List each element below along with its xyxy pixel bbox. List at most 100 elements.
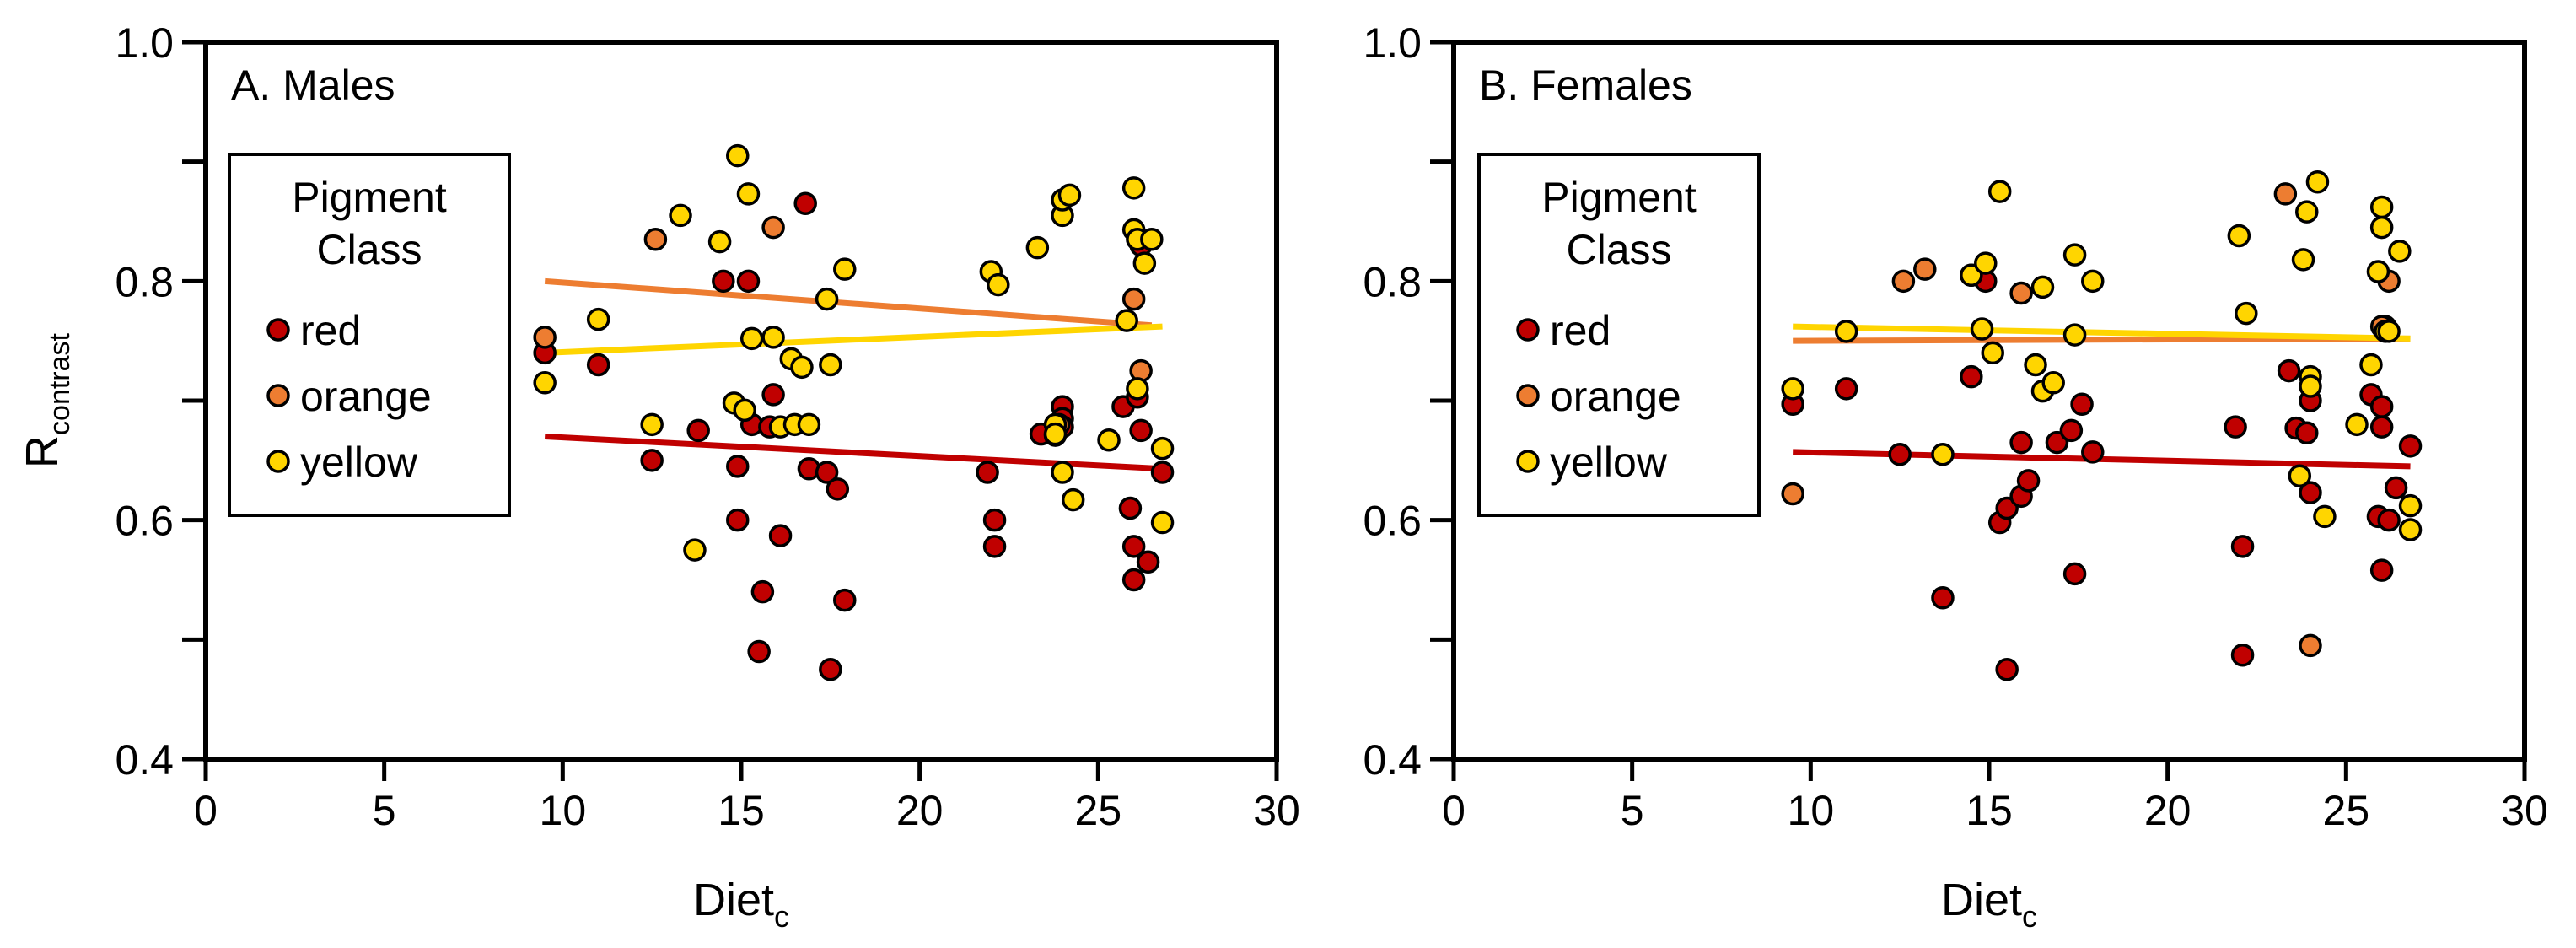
y-tick-label: 1.0 bbox=[115, 19, 174, 67]
data-point-yellow bbox=[2062, 323, 2087, 347]
data-point-red bbox=[586, 353, 610, 377]
trend-line-yellow bbox=[545, 323, 1163, 356]
data-point-yellow bbox=[833, 257, 857, 281]
data-point-red bbox=[833, 588, 857, 612]
x-tick-label: 20 bbox=[2144, 787, 2191, 834]
data-point-red bbox=[2062, 562, 2087, 586]
legend-marker-yellow bbox=[1516, 450, 1540, 473]
data-point-red bbox=[2277, 358, 2301, 383]
data-point-yellow bbox=[2377, 320, 2401, 343]
data-point-yellow bbox=[1051, 461, 1074, 484]
data-point-orange bbox=[761, 215, 785, 240]
data-point-red bbox=[2377, 508, 2401, 532]
data-point-red bbox=[2299, 481, 2322, 504]
data-point-yellow bbox=[1834, 320, 1858, 343]
data-point-yellow bbox=[2288, 464, 2312, 487]
legend-label-red: red bbox=[300, 307, 361, 354]
y-axis-label-main: R bbox=[17, 435, 67, 468]
data-point-yellow bbox=[2366, 260, 2390, 283]
x-axis-label-sub: c bbox=[2022, 899, 2037, 934]
data-point-yellow bbox=[640, 412, 664, 437]
trend-line-yellow bbox=[1793, 323, 2411, 342]
data-point-yellow bbox=[1974, 251, 1998, 275]
data-point-yellow bbox=[2235, 301, 2258, 326]
legend-marker-orange bbox=[1516, 384, 1540, 407]
data-point-yellow bbox=[1140, 228, 1164, 251]
y-axis-label-sub: contrast bbox=[44, 332, 76, 434]
data-point-red bbox=[1121, 568, 1146, 592]
data-point-red bbox=[2369, 395, 2394, 418]
data-point-yellow bbox=[2359, 353, 2383, 377]
data-point-yellow bbox=[683, 538, 707, 562]
data-point-red bbox=[2070, 392, 2094, 416]
data-point-yellow bbox=[1931, 443, 1955, 466]
x-axis-label-main: Diet bbox=[1941, 875, 2022, 925]
data-point-red bbox=[1118, 496, 1143, 520]
data-point-orange bbox=[1121, 287, 1146, 311]
x-axis-label: Dietc bbox=[1941, 875, 2037, 934]
data-point-yellow bbox=[1061, 487, 1085, 512]
data-point-red bbox=[1888, 443, 1912, 466]
x-axis-label-main: Diet bbox=[693, 875, 774, 925]
x-tick-label: 10 bbox=[1788, 787, 1835, 834]
legend-label-orange: orange bbox=[1550, 373, 1681, 420]
data-point-yellow bbox=[2345, 412, 2369, 437]
data-point-red bbox=[2230, 644, 2255, 667]
y-tick-label: 0.6 bbox=[115, 498, 174, 545]
data-point-red bbox=[2059, 418, 2084, 443]
y-tick-label: 1.0 bbox=[1363, 19, 1422, 67]
data-point-yellow bbox=[2295, 200, 2319, 224]
data-point-orange bbox=[1781, 482, 1804, 506]
legend-title: Class bbox=[1566, 226, 1671, 273]
data-point-red bbox=[982, 508, 1007, 532]
data-point-red bbox=[761, 383, 785, 407]
x-tick-label: 0 bbox=[1442, 787, 1465, 834]
data-point-yellow bbox=[2369, 215, 2394, 240]
data-point-red bbox=[819, 658, 842, 681]
data-point-orange bbox=[2299, 633, 2322, 658]
data-point-yellow bbox=[1970, 317, 1994, 341]
legend-marker-red bbox=[266, 318, 290, 342]
data-point-yellow bbox=[1781, 377, 1804, 401]
data-point-orange bbox=[643, 228, 668, 251]
data-point-red bbox=[2230, 535, 2255, 558]
data-point-yellow bbox=[2081, 269, 2105, 294]
data-point-red bbox=[793, 191, 817, 215]
data-point-red bbox=[2369, 558, 2394, 582]
data-point-red bbox=[1150, 461, 1175, 484]
data-point-yellow bbox=[819, 353, 842, 377]
x-tick-label: 5 bbox=[373, 787, 396, 834]
y-tick-label: 0.4 bbox=[115, 736, 174, 784]
data-point-yellow bbox=[2299, 374, 2322, 398]
x-tick-label: 0 bbox=[194, 787, 218, 834]
data-point-red bbox=[1129, 418, 1153, 443]
data-point-yellow bbox=[1987, 180, 2012, 203]
x-tick-label: 20 bbox=[896, 787, 944, 834]
panel-males: 0 5 10 15 20 25 30 0.4 0.6 0.8 1.0 Dietc Rcontrast A.… bbox=[17, 19, 1300, 934]
data-point-red bbox=[768, 524, 793, 547]
data-point-red bbox=[712, 269, 735, 294]
data-point-orange bbox=[2009, 281, 2033, 305]
data-point-orange bbox=[533, 326, 557, 349]
panel-label: B. Females bbox=[1479, 62, 1692, 109]
data-point-red bbox=[640, 449, 664, 472]
data-point-yellow bbox=[1150, 436, 1175, 461]
data-point-red bbox=[976, 461, 999, 484]
data-point-red bbox=[726, 508, 750, 532]
data-point-yellow bbox=[815, 287, 839, 311]
data-point-yellow bbox=[1150, 510, 1175, 535]
data-point-yellow bbox=[2041, 371, 2065, 395]
data-point-red bbox=[826, 477, 850, 501]
legend-label-yellow: yellow bbox=[300, 439, 418, 486]
data-point-orange bbox=[1891, 269, 1916, 294]
data-point-yellow bbox=[2305, 170, 2330, 194]
x-axis-label: Dietc bbox=[693, 875, 789, 934]
data-point-yellow bbox=[1132, 251, 1157, 275]
x-axis-label-sub: c bbox=[774, 899, 789, 934]
data-point-yellow bbox=[1126, 377, 1149, 401]
panel-females: 0 5 10 15 20 25 30 0.4 0.6 0.8 1.0 Dietc B. Females P… bbox=[1363, 19, 2547, 934]
data-point-red bbox=[750, 579, 775, 604]
data-point-yellow bbox=[797, 412, 821, 437]
legend: Pigment Class red orange yellow bbox=[1477, 153, 1761, 517]
legend: Pigment Class red orange yellow bbox=[228, 153, 511, 517]
